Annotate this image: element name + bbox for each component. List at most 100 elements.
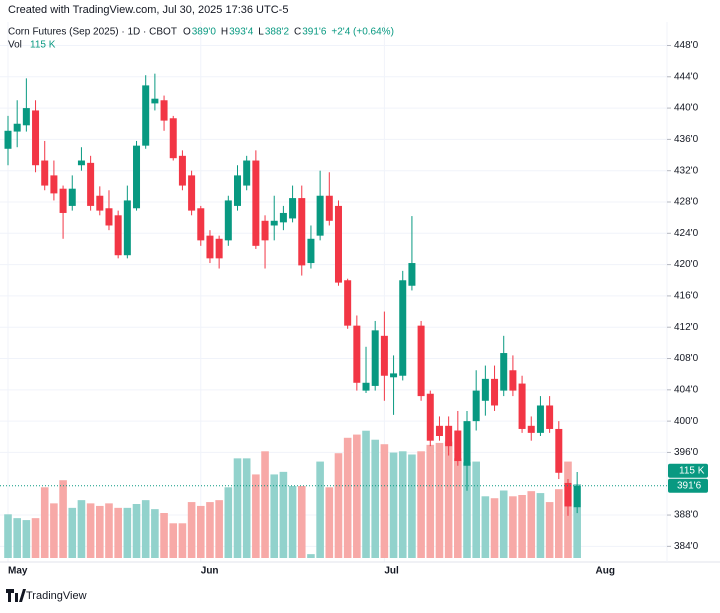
ohlc-value: 388'2 (265, 27, 290, 38)
volume-bar (490, 498, 499, 558)
volume-bar (454, 458, 462, 558)
volume-bar (196, 505, 205, 558)
candle-body (325, 195, 333, 221)
volume-bar (77, 500, 86, 558)
candle-body (454, 430, 462, 462)
candle-body (22, 108, 30, 126)
candle-body (408, 263, 416, 286)
ohlc-value: 393'4 (229, 27, 254, 38)
y-tick-label: 440'0 (674, 103, 699, 114)
candle-body (509, 370, 517, 391)
volume-bar (555, 489, 563, 558)
y-tick-label: 432'0 (674, 165, 699, 176)
volume-price-tag-text: 115 K (679, 465, 705, 476)
volume-bar (518, 495, 526, 558)
volume-bar (279, 471, 288, 558)
volume-bar (380, 444, 389, 558)
candle-body (573, 485, 581, 508)
y-tick-label: 412'0 (674, 322, 699, 333)
volume-bar (4, 514, 12, 558)
header: Corn Futures (Sep 2025) · 1D · CBOT Vol … (8, 27, 177, 51)
candle-body (445, 425, 453, 447)
candle-body (87, 162, 95, 206)
volume-bar (105, 503, 113, 558)
volume-bar (463, 462, 471, 558)
ohlc-label: L (258, 27, 264, 38)
x-tick-label: Jun (201, 566, 219, 577)
volume-bar (499, 490, 508, 558)
candle-body (243, 160, 251, 186)
candle-body (289, 198, 297, 219)
ohlc-label: C (294, 27, 301, 38)
candle-body (344, 280, 352, 326)
ohlc-value: 391'6 (302, 27, 327, 38)
volume-bar (472, 461, 480, 558)
volume-bar (31, 518, 40, 558)
candle-body (564, 482, 572, 507)
created-note: Created with TradingView.com, Jul 30, 20… (8, 4, 288, 16)
volume-bar (96, 505, 104, 558)
volume-bar (151, 509, 159, 558)
volume-bar (398, 451, 407, 558)
volume-bar (68, 507, 77, 558)
change: +2'4 (+0.64%) (331, 27, 394, 38)
volume-bar (169, 523, 178, 558)
candle-body (32, 110, 40, 166)
candle-body (77, 160, 85, 166)
candle-body (481, 378, 489, 401)
y-tick-label: 404'0 (674, 384, 699, 395)
volume-bar (252, 474, 260, 558)
ohlc-value: 389'0 (192, 27, 217, 38)
candle-body (362, 382, 370, 391)
candle-body (188, 175, 196, 211)
volume-bar (417, 451, 425, 558)
candle-body (178, 155, 186, 186)
candle-body (41, 160, 49, 186)
candle-body (371, 330, 379, 386)
volume-bar (545, 502, 554, 558)
candle-body (105, 208, 113, 226)
volume-bar (362, 430, 370, 558)
volume-bar (50, 503, 58, 558)
candle-body (50, 175, 58, 194)
volume-bar (536, 493, 545, 558)
y-tick-label: 396'0 (674, 447, 699, 458)
volume-bar (353, 434, 361, 558)
y-tick-label: 428'0 (674, 197, 699, 208)
volume-bar (325, 487, 334, 558)
volume-bar (40, 487, 49, 558)
candle-body (142, 85, 150, 146)
candle-body (307, 238, 315, 264)
candle-body (4, 130, 12, 149)
volume-bar (389, 452, 398, 558)
candle-body (169, 118, 177, 159)
volume-bar (141, 500, 150, 558)
y-tick-label: 444'0 (674, 71, 699, 82)
volume-bar (371, 439, 379, 558)
y-tick-label: 436'0 (674, 134, 699, 145)
brand-name: TradingView (26, 590, 87, 602)
y-tick-label: 408'0 (674, 353, 699, 364)
candle-body (500, 353, 508, 391)
chart-title: Corn Futures (Sep 2025) · 1D · CBOT (8, 27, 177, 38)
candle-body (151, 98, 159, 104)
volume-bar (59, 480, 67, 558)
volume-bar (307, 554, 315, 558)
y-tick-label: 384'0 (674, 541, 699, 552)
volume-bar (86, 503, 95, 558)
last-price-tag-text: 391'6 (677, 480, 702, 491)
candle-body (316, 195, 324, 236)
volume-bar (343, 437, 352, 558)
volume-bar (270, 474, 279, 558)
volume-label: Vol (8, 40, 22, 51)
candle-body (353, 325, 361, 383)
volume-bar (215, 500, 223, 558)
volume-bar (242, 458, 251, 558)
y-tick-label: 424'0 (674, 228, 699, 239)
volume-bar (297, 486, 306, 558)
candle-body (417, 325, 425, 397)
candle-body (197, 208, 205, 241)
candle-body (472, 390, 480, 422)
last-price-tag (668, 478, 708, 493)
candle-body (298, 198, 306, 266)
